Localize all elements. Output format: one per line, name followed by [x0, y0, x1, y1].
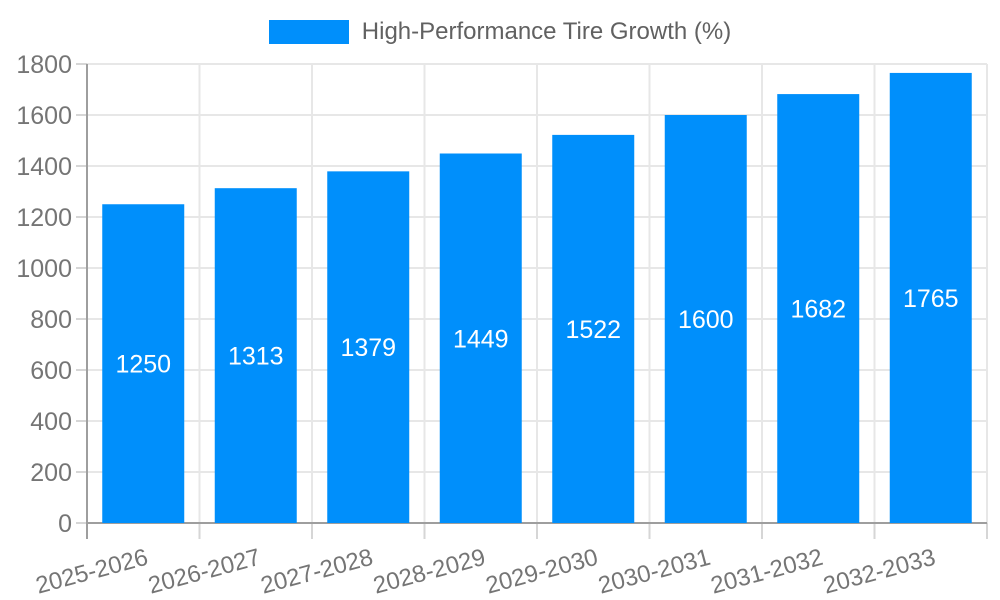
y-tick-label: 1800: [16, 51, 72, 79]
legend-swatch-icon: [268, 20, 349, 44]
y-tick-label: 0: [58, 510, 72, 538]
bar-value-label: 1379: [340, 334, 396, 362]
x-tick-label: 2031-2032: [708, 544, 826, 600]
bar-value-label: 1250: [115, 351, 171, 379]
bar-value-label: 1682: [790, 296, 846, 324]
x-tick-label: 2025-2026: [33, 544, 151, 600]
bar[interactable]: [889, 72, 972, 524]
y-tick-label: 200: [30, 459, 72, 487]
bar-value-label: 1522: [565, 316, 621, 344]
chart-legend-item[interactable]: High-Performance Tire Growth (%): [0, 18, 1000, 46]
y-tick-label: 1400: [16, 153, 72, 181]
y-tick-label: 1600: [16, 102, 72, 130]
bar-value-label: 1449: [453, 325, 509, 353]
x-tick-label: 2030-2031: [595, 544, 713, 600]
legend-label: High-Performance Tire Growth (%): [361, 18, 732, 45]
x-tick-label: 2032-2033: [820, 544, 938, 600]
x-tick-label: 2029-2030: [483, 544, 601, 600]
bar-value-label: 1313: [228, 343, 284, 371]
bar[interactable]: [439, 153, 522, 523]
bar[interactable]: [327, 171, 410, 524]
bar[interactable]: [552, 134, 635, 523]
y-tick-label: 800: [30, 306, 72, 334]
bar[interactable]: [102, 204, 185, 523]
bar[interactable]: [214, 188, 297, 523]
y-tick-label: 1200: [16, 204, 72, 232]
y-tick-label: 1000: [16, 255, 72, 283]
x-tick-label: 2026-2027: [145, 544, 263, 600]
bar-value-label: 1765: [903, 285, 959, 313]
x-tick-label: 2028-2029: [370, 544, 488, 600]
bar[interactable]: [664, 115, 747, 523]
bar[interactable]: [777, 94, 860, 523]
y-tick-label: 400: [30, 408, 72, 436]
bar-value-label: 1600: [678, 306, 734, 334]
y-tick-label: 600: [30, 357, 72, 385]
x-tick-label: 2027-2028: [258, 544, 376, 600]
